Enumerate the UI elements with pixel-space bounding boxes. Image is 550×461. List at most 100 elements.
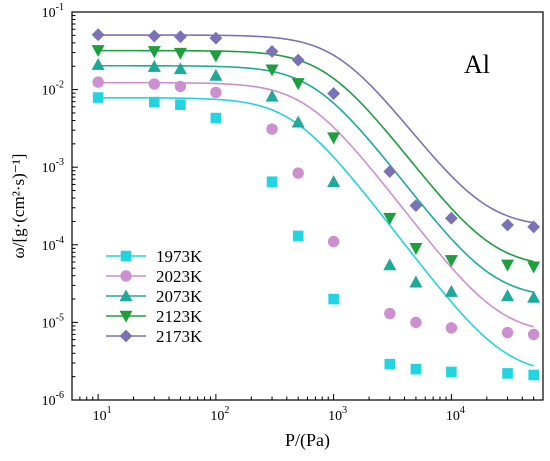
y-axis-title: ω/[g·(cm²·s)⁻¹]	[9, 154, 28, 259]
y-tick-label: 10-3	[42, 157, 64, 176]
data-point-1973K	[502, 368, 513, 379]
panel-label: Al	[464, 50, 490, 79]
x-axis-title: P/(Pa)	[285, 430, 330, 451]
data-point-1973K	[528, 369, 539, 381]
x-tick-label: 102	[210, 405, 229, 424]
legend-item-1973K: 1973K	[106, 247, 203, 266]
data-point-2073K	[91, 57, 105, 70]
data-point-2123K	[173, 47, 187, 60]
tick-labels: 101 102 103 104 10-6 10-5 10-4 10-3 10-2 10-1	[42, 2, 465, 424]
data-point-2123K	[383, 212, 397, 225]
fit-curve-2023K	[98, 81, 534, 328]
data-point-2173K	[527, 220, 541, 234]
x-tick-label: 103	[328, 405, 347, 424]
data-point-2173K	[327, 87, 341, 100]
data-point-2023K	[92, 76, 104, 88]
data-point-2023K	[527, 328, 540, 341]
data-point-1973K	[328, 293, 339, 305]
data-point-2023K	[384, 307, 396, 320]
fit-curves	[98, 34, 534, 367]
data-point-2173K	[91, 28, 105, 42]
x-tick-label: 104	[446, 405, 465, 424]
data-point-2123K	[265, 64, 279, 77]
fit-curve-2123K	[98, 49, 534, 263]
legend-label: 2123K	[156, 307, 203, 326]
data-point-2073K	[527, 290, 541, 303]
data-point-2073K	[147, 59, 161, 72]
data-point-2173K	[501, 218, 514, 232]
y-tick-label: 10-2	[42, 80, 64, 99]
data-point-2123K	[91, 45, 105, 58]
data-point-2123K	[147, 46, 161, 59]
legend-item-2173K: 2173K	[106, 327, 203, 346]
data-point-2123K	[291, 78, 305, 91]
fit-curve-2173K	[98, 34, 534, 224]
data-point-2173K	[174, 30, 187, 44]
data-point-1973K	[210, 112, 222, 124]
data-point-2073K	[444, 284, 458, 297]
legend-label: 2023K	[156, 267, 203, 286]
data-point-2023K	[292, 167, 304, 179]
data-point-2023K	[148, 78, 161, 90]
y-tick-label: 10-4	[42, 235, 64, 254]
legend-item-2023K: 2023K	[106, 267, 203, 286]
data-markers	[91, 28, 541, 381]
legend-marker	[119, 329, 133, 343]
data-point-2023K	[174, 80, 187, 93]
data-point-2123K	[527, 261, 541, 274]
data-point-2173K	[147, 29, 161, 43]
fit-curve-2073K	[98, 64, 534, 294]
x-tick-label: 101	[93, 405, 112, 424]
data-point-2123K	[409, 243, 423, 255]
legend-marker	[119, 289, 133, 302]
data-point-2123K	[501, 259, 515, 272]
data-point-1973K	[292, 230, 304, 242]
legend-label: 2173K	[156, 327, 203, 346]
y-tick-label: 10-6	[42, 390, 64, 409]
data-point-2073K	[291, 115, 305, 128]
data-point-2073K	[383, 258, 397, 271]
axis-ticks	[71, 11, 544, 401]
data-point-2073K	[327, 175, 341, 188]
legend-item-2073K: 2073K	[106, 287, 203, 306]
legend-item-2123K: 2123K	[106, 307, 203, 326]
data-point-2123K	[209, 50, 223, 63]
legend-marker	[119, 310, 133, 323]
legend-label: 1973K	[156, 247, 203, 266]
data-point-2173K	[209, 31, 223, 45]
data-point-1973K	[410, 363, 422, 375]
data-point-1973K	[92, 92, 104, 103]
data-point-2073K	[173, 62, 187, 75]
data-point-1973K	[149, 96, 160, 108]
data-point-1973K	[384, 358, 396, 370]
data-point-2173K	[383, 165, 397, 178]
data-point-2123K	[327, 132, 341, 145]
data-point-2023K	[266, 123, 278, 135]
data-point-2023K	[445, 322, 458, 334]
data-point-2073K	[501, 289, 515, 302]
data-point-2073K	[265, 89, 279, 102]
legend-marker	[120, 250, 132, 262]
data-point-2023K	[327, 235, 340, 248]
legend-label: 2073K	[156, 287, 203, 306]
data-point-2073K	[409, 275, 423, 288]
data-point-2173K	[291, 53, 305, 67]
data-point-2173K	[444, 211, 458, 225]
data-point-2123K	[444, 255, 458, 267]
data-point-2023K	[210, 86, 222, 99]
data-point-2173K	[265, 45, 279, 58]
data-point-1973K	[266, 176, 278, 188]
data-point-2023K	[410, 316, 422, 329]
y-tick-label: 10-1	[42, 2, 64, 21]
data-point-2173K	[409, 199, 423, 213]
legend-marker	[120, 270, 132, 282]
data-point-1973K	[175, 99, 186, 110]
data-point-2073K	[209, 68, 223, 81]
y-tick-label: 10-5	[42, 312, 64, 331]
fit-curve-1973K	[98, 96, 534, 367]
data-point-2023K	[501, 326, 514, 339]
data-point-1973K	[446, 366, 457, 378]
